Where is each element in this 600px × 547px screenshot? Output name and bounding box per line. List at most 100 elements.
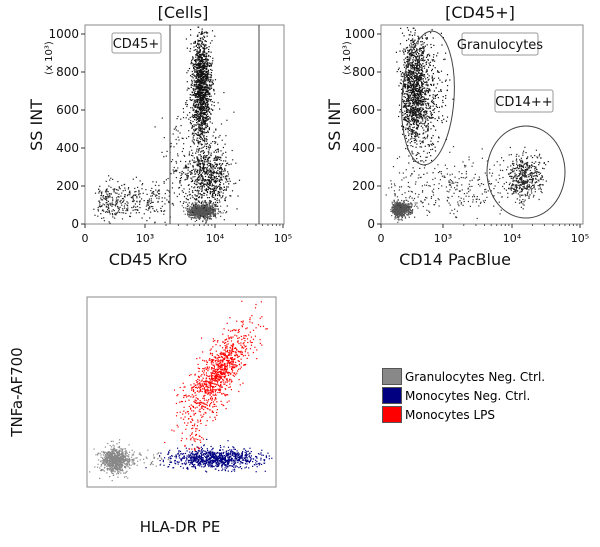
event-dot bbox=[417, 107, 419, 110]
event-dot bbox=[198, 73, 200, 75]
event-dot bbox=[200, 33, 202, 35]
event-dot bbox=[405, 65, 407, 67]
event-dot bbox=[219, 171, 221, 173]
event-dot bbox=[213, 208, 215, 210]
event-dot bbox=[425, 100, 427, 103]
event-dot bbox=[415, 89, 417, 91]
event-dot bbox=[403, 126, 405, 129]
event-dot bbox=[417, 63, 419, 65]
event-dot bbox=[198, 148, 200, 150]
event-dot bbox=[197, 210, 199, 213]
event-dot bbox=[201, 110, 203, 113]
event-dot bbox=[217, 143, 219, 145]
event-dot bbox=[418, 53, 420, 55]
event-dot bbox=[434, 94, 436, 96]
event-dot bbox=[197, 39, 199, 41]
event-dot bbox=[208, 210, 210, 212]
event-dot bbox=[402, 99, 404, 101]
event-dot bbox=[124, 207, 126, 209]
event-dot bbox=[192, 56, 194, 58]
event-dot bbox=[208, 62, 210, 64]
event-dot bbox=[197, 209, 199, 211]
event-dot bbox=[198, 95, 200, 98]
event-dot bbox=[205, 147, 208, 150]
event-dot bbox=[407, 71, 410, 73]
event-dot bbox=[203, 112, 205, 114]
event-dot bbox=[194, 75, 197, 77]
event-dot bbox=[413, 110, 415, 112]
event-dot bbox=[185, 161, 187, 163]
event-dot bbox=[186, 209, 188, 211]
event-dot bbox=[188, 130, 190, 132]
event-dot bbox=[216, 158, 218, 161]
event-dot bbox=[203, 44, 205, 46]
event-dot bbox=[196, 98, 198, 100]
event-dot bbox=[411, 137, 413, 139]
event-dot bbox=[158, 189, 160, 191]
event-dot bbox=[199, 69, 201, 71]
event-dot bbox=[197, 85, 199, 87]
event-dot bbox=[190, 212, 192, 214]
event-dot bbox=[404, 103, 406, 105]
event-dot bbox=[196, 75, 198, 77]
event-dot bbox=[413, 160, 415, 162]
event-dot bbox=[422, 118, 424, 120]
event-dot bbox=[205, 44, 207, 46]
event-dot bbox=[205, 69, 207, 71]
event-dot bbox=[208, 203, 210, 205]
event-dot bbox=[201, 194, 203, 196]
event-dot bbox=[199, 182, 201, 184]
event-dot bbox=[417, 81, 419, 83]
y-tick-label: 0 bbox=[71, 217, 79, 231]
event-dot bbox=[420, 65, 423, 67]
event-dot bbox=[212, 193, 214, 195]
event-dot bbox=[206, 63, 208, 65]
event-dot bbox=[407, 99, 409, 101]
event-dot bbox=[210, 207, 212, 210]
event-dot bbox=[203, 136, 205, 138]
event-dot bbox=[213, 151, 215, 153]
event-dot bbox=[413, 108, 416, 110]
event-dot bbox=[202, 202, 205, 204]
event-dot bbox=[193, 198, 196, 200]
event-dot bbox=[213, 190, 215, 192]
event-dot bbox=[204, 138, 206, 140]
event-dot bbox=[210, 163, 212, 165]
event-dot bbox=[407, 127, 409, 130]
event-dot bbox=[416, 111, 418, 113]
event-dot bbox=[223, 170, 225, 172]
event-dot bbox=[200, 109, 203, 111]
event-dot bbox=[207, 179, 209, 182]
event-dot bbox=[220, 197, 222, 199]
event-dot bbox=[436, 94, 438, 96]
event-dot bbox=[200, 102, 202, 104]
event-dot bbox=[195, 56, 197, 58]
event-dot bbox=[197, 75, 199, 77]
event-dot bbox=[109, 213, 111, 215]
event-dot bbox=[191, 186, 193, 188]
event-dot bbox=[205, 211, 207, 213]
event-dot bbox=[411, 105, 413, 107]
event-dot bbox=[149, 217, 151, 219]
event-dot bbox=[407, 108, 409, 111]
event-dot bbox=[429, 89, 431, 91]
event-dot bbox=[197, 132, 199, 134]
event-dot bbox=[99, 190, 101, 192]
event-dot bbox=[412, 41, 414, 43]
event-dot bbox=[211, 207, 213, 209]
event-dot bbox=[196, 106, 198, 108]
event-dot bbox=[185, 201, 187, 203]
event-dot bbox=[180, 179, 182, 182]
event-dot bbox=[422, 108, 424, 110]
event-dot bbox=[402, 106, 404, 108]
event-dot bbox=[204, 92, 207, 94]
event-dot bbox=[217, 151, 219, 153]
event-dot bbox=[190, 214, 192, 216]
event-dot bbox=[204, 36, 206, 38]
event-dot bbox=[192, 105, 194, 107]
event-dot bbox=[426, 84, 428, 86]
event-dot bbox=[207, 172, 210, 174]
event-dot bbox=[423, 67, 426, 69]
event-dot bbox=[192, 165, 194, 167]
event-dot bbox=[201, 134, 203, 136]
